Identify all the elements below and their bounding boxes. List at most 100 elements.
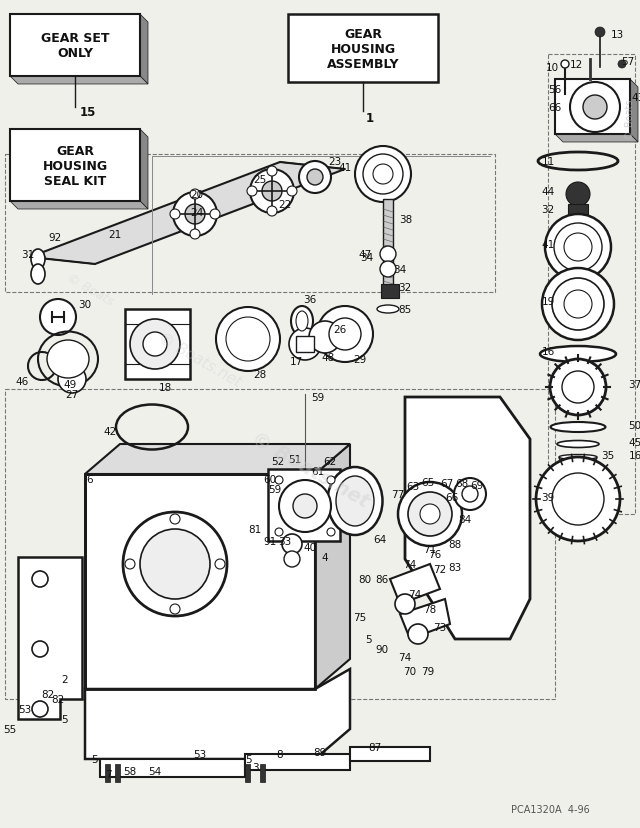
Text: 3: 3 bbox=[252, 762, 259, 772]
Circle shape bbox=[355, 147, 411, 203]
Circle shape bbox=[125, 560, 135, 570]
Text: 65: 65 bbox=[421, 478, 435, 488]
Circle shape bbox=[299, 161, 331, 194]
Bar bbox=[10, 15, 140, 77]
Polygon shape bbox=[405, 397, 530, 639]
Circle shape bbox=[170, 514, 180, 524]
Text: 72: 72 bbox=[433, 565, 447, 575]
Bar bbox=[10, 130, 140, 202]
Circle shape bbox=[32, 571, 48, 587]
Circle shape bbox=[215, 560, 225, 570]
Text: 74: 74 bbox=[408, 590, 422, 599]
Text: 10: 10 bbox=[545, 63, 559, 73]
Text: 32: 32 bbox=[541, 205, 555, 214]
Text: 39: 39 bbox=[541, 493, 555, 503]
Bar bbox=[115, 764, 120, 782]
Text: 22: 22 bbox=[278, 200, 292, 209]
Text: 84: 84 bbox=[458, 514, 472, 524]
Circle shape bbox=[373, 165, 393, 185]
Text: GEAR SET
ONLY: GEAR SET ONLY bbox=[41, 32, 109, 60]
Circle shape bbox=[210, 209, 220, 219]
Circle shape bbox=[554, 224, 602, 272]
Text: 92: 92 bbox=[49, 233, 61, 243]
Circle shape bbox=[130, 320, 180, 369]
Text: 49: 49 bbox=[63, 379, 77, 389]
Text: 44: 44 bbox=[541, 187, 555, 197]
Text: 35: 35 bbox=[602, 450, 614, 460]
Ellipse shape bbox=[296, 311, 308, 331]
Text: 46: 46 bbox=[15, 377, 29, 387]
Circle shape bbox=[327, 476, 335, 484]
Text: 67: 67 bbox=[440, 479, 454, 489]
Bar bbox=[268, 469, 340, 542]
Text: 16: 16 bbox=[541, 347, 555, 357]
Ellipse shape bbox=[540, 347, 616, 363]
Text: 13: 13 bbox=[611, 30, 623, 40]
Circle shape bbox=[552, 474, 604, 525]
Text: 82: 82 bbox=[51, 694, 65, 704]
Ellipse shape bbox=[550, 422, 605, 432]
Text: 81: 81 bbox=[248, 524, 262, 534]
Text: 15: 15 bbox=[80, 105, 96, 118]
Circle shape bbox=[395, 595, 415, 614]
Text: 40: 40 bbox=[303, 542, 317, 552]
Circle shape bbox=[408, 493, 452, 537]
Circle shape bbox=[363, 155, 403, 195]
Circle shape bbox=[190, 190, 200, 200]
Text: 70: 70 bbox=[403, 667, 417, 676]
Circle shape bbox=[247, 187, 257, 197]
Circle shape bbox=[267, 166, 277, 177]
Polygon shape bbox=[140, 15, 148, 85]
Text: 85: 85 bbox=[398, 305, 412, 315]
Text: 29: 29 bbox=[353, 354, 367, 364]
Polygon shape bbox=[85, 445, 350, 474]
Text: 27: 27 bbox=[65, 389, 79, 400]
Ellipse shape bbox=[336, 476, 374, 527]
Polygon shape bbox=[630, 80, 638, 142]
Circle shape bbox=[170, 209, 180, 219]
Circle shape bbox=[58, 365, 86, 393]
Bar bbox=[245, 764, 250, 782]
Circle shape bbox=[275, 476, 283, 484]
Text: 42: 42 bbox=[104, 426, 116, 436]
Circle shape bbox=[140, 529, 210, 599]
Polygon shape bbox=[400, 599, 450, 639]
Text: 31: 31 bbox=[21, 250, 35, 260]
Text: 25: 25 bbox=[253, 175, 267, 185]
Text: 89: 89 bbox=[314, 747, 326, 757]
Text: 59: 59 bbox=[312, 392, 324, 402]
Circle shape bbox=[143, 333, 167, 357]
Circle shape bbox=[583, 96, 607, 120]
Bar bbox=[568, 205, 588, 221]
Text: 73: 73 bbox=[433, 623, 447, 633]
Text: 28: 28 bbox=[253, 369, 267, 379]
Circle shape bbox=[170, 604, 180, 614]
Ellipse shape bbox=[377, 306, 399, 314]
Polygon shape bbox=[85, 669, 350, 759]
Text: 20: 20 bbox=[191, 190, 204, 200]
Text: 23: 23 bbox=[328, 156, 342, 166]
Polygon shape bbox=[10, 77, 148, 85]
Circle shape bbox=[173, 193, 217, 237]
Ellipse shape bbox=[328, 468, 383, 536]
Circle shape bbox=[542, 268, 614, 340]
Bar bbox=[5, 155, 495, 292]
Circle shape bbox=[279, 480, 331, 532]
Circle shape bbox=[550, 359, 606, 416]
Circle shape bbox=[562, 372, 594, 403]
Circle shape bbox=[552, 279, 604, 330]
Text: 69: 69 bbox=[470, 480, 484, 490]
Circle shape bbox=[262, 182, 282, 202]
Text: 86: 86 bbox=[376, 575, 388, 585]
Circle shape bbox=[317, 306, 373, 363]
Circle shape bbox=[545, 214, 611, 281]
Text: 55: 55 bbox=[3, 724, 17, 734]
Text: 60: 60 bbox=[264, 474, 276, 484]
Text: 16: 16 bbox=[628, 450, 640, 460]
Text: 82: 82 bbox=[42, 689, 54, 699]
Text: 26: 26 bbox=[333, 325, 347, 335]
Text: 75: 75 bbox=[353, 612, 367, 623]
Text: 78: 78 bbox=[424, 604, 436, 614]
Circle shape bbox=[226, 318, 270, 362]
Circle shape bbox=[282, 534, 302, 554]
